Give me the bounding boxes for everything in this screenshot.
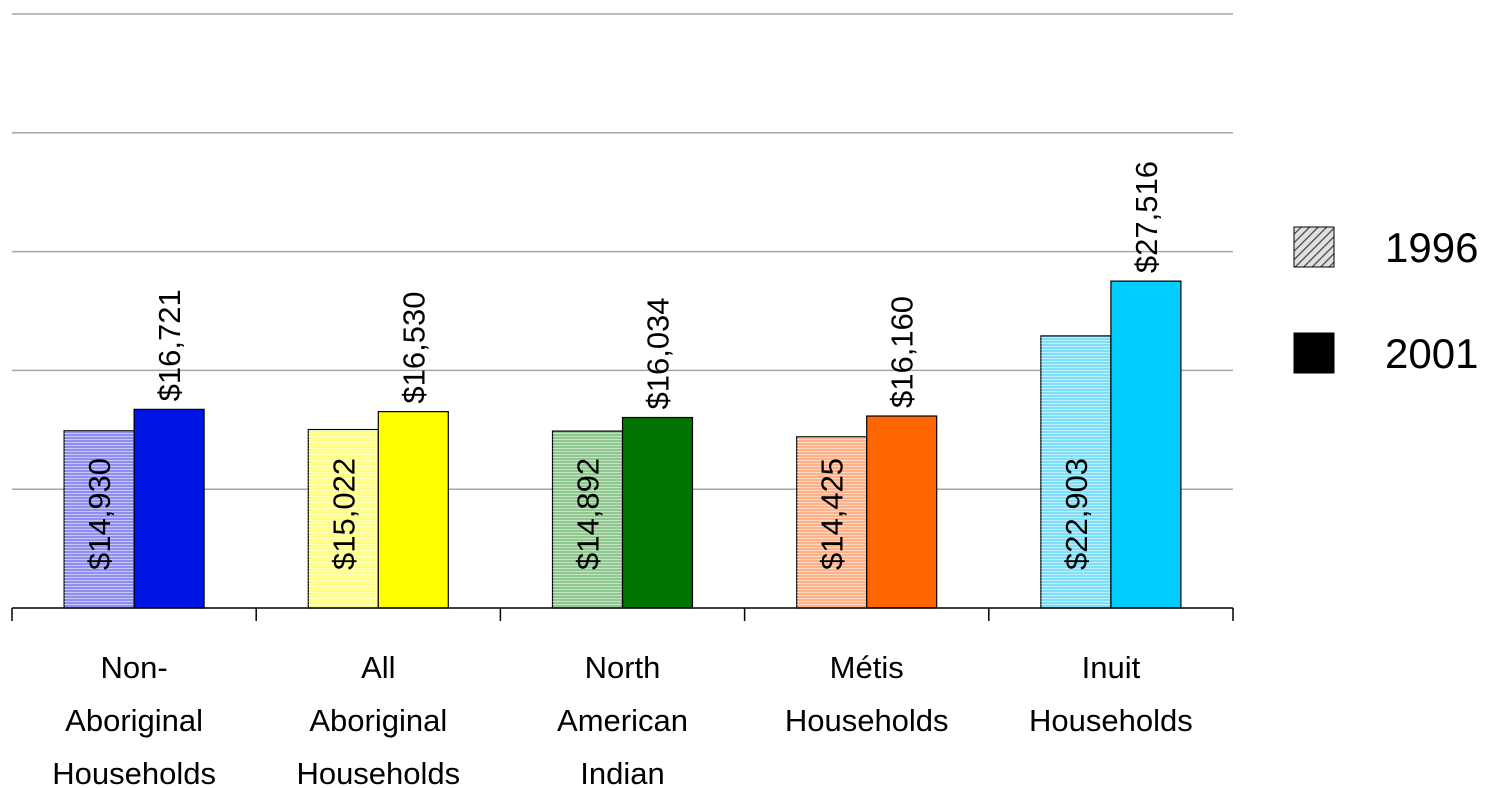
category-label: Inuit Households (1029, 650, 1193, 738)
value-label: $16,721 (152, 289, 187, 401)
category-label: All Aboriginal Households (296, 650, 460, 788)
bar-2001 (621, 416, 694, 609)
bar-texture (64, 430, 135, 608)
bars (63, 280, 1182, 609)
value-label: $22,903 (1059, 458, 1094, 570)
value-label: $16,034 (641, 297, 676, 409)
bar-texture (552, 431, 623, 608)
gridlines (12, 13, 1233, 490)
bar-2001 (1110, 280, 1182, 609)
value-label: $15,022 (326, 458, 361, 570)
category-label-line: Households (785, 703, 949, 738)
legend-swatch (1293, 226, 1335, 268)
x-axis (11, 607, 1234, 621)
bar-texture (1040, 335, 1111, 608)
bar-2001 (133, 408, 205, 609)
category-label-line: Households (1029, 703, 1193, 738)
legend: 1996 2001 (1293, 224, 1478, 377)
category-label-line: American (557, 703, 688, 738)
category-label-line: Households (52, 756, 216, 788)
value-label: $16,530 (396, 292, 431, 404)
category-label-line: All (361, 650, 395, 685)
category-labels: Non- Aboriginal Households All Aboriginal Hou… (52, 650, 1193, 788)
category-label-line: Aboriginal (309, 703, 447, 738)
category-label-line: Inuit (1082, 650, 1141, 685)
category-label: Métis Households (785, 650, 949, 738)
legend-swatch (1293, 332, 1335, 374)
category-label-line: Non- (100, 650, 167, 685)
category-label-line: Indian (580, 756, 664, 788)
bar-texture (796, 436, 867, 608)
bar-texture (308, 429, 379, 608)
category-label-line: North (585, 650, 661, 685)
category-label-line: Aboriginal (65, 703, 203, 738)
value-label: $27,516 (1129, 161, 1164, 273)
legend-label: 2001 (1385, 330, 1478, 377)
category-label: Non- Aboriginal Households (52, 650, 216, 788)
value-label: $14,425 (815, 458, 850, 570)
value-label: $14,930 (82, 458, 117, 570)
category-label-line: Households (296, 756, 460, 788)
category-label: North American Indian (557, 650, 688, 788)
value-label: $14,892 (571, 458, 606, 570)
bar-2001 (377, 411, 449, 609)
category-label-line: Métis (830, 650, 904, 685)
bar-2001 (866, 415, 938, 609)
value-labels: $14,930 $16,721 $15,022 $16,530 $14,892 $16,0… (82, 161, 1164, 570)
legend-label: 1996 (1385, 224, 1478, 271)
value-label: $16,160 (885, 296, 920, 408)
